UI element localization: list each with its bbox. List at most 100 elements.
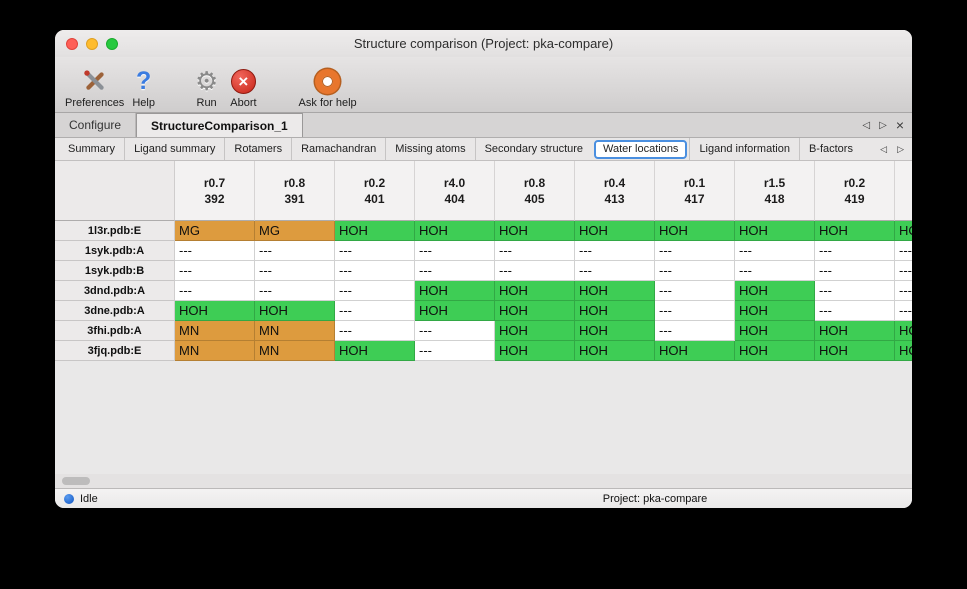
subtab-rotamers[interactable]: Rotamers (224, 138, 291, 160)
table-cell[interactable]: --- (895, 301, 912, 321)
table-cell[interactable]: HOH (495, 301, 575, 321)
table-cell[interactable]: --- (495, 241, 575, 261)
table-cell[interactable]: HOH (495, 321, 575, 341)
table-cell[interactable]: --- (655, 261, 735, 281)
table-cell[interactable]: --- (255, 281, 335, 301)
table-cell[interactable]: --- (815, 281, 895, 301)
table-cell[interactable]: HOH (735, 341, 815, 361)
table-cell[interactable]: --- (335, 321, 415, 341)
table-cell[interactable]: HOH (735, 221, 815, 241)
table-cell[interactable]: HOH (735, 281, 815, 301)
subtab-ligand-summary[interactable]: Ligand summary (124, 138, 224, 160)
table-cell[interactable]: HOH (575, 341, 655, 361)
table-cell[interactable]: --- (655, 241, 735, 261)
table-cell[interactable]: --- (415, 341, 495, 361)
table-cell[interactable]: --- (335, 241, 415, 261)
row-label[interactable]: 1l3r.pdb:E (55, 221, 175, 241)
table-cell[interactable]: HOH (655, 341, 735, 361)
table-cell[interactable]: MN (255, 341, 335, 361)
table-cell[interactable]: HOH (335, 341, 415, 361)
table-cell[interactable]: --- (735, 241, 815, 261)
table-cell[interactable]: HOH (815, 321, 895, 341)
table-cell[interactable]: MG (175, 221, 255, 241)
scrollbar-thumb[interactable] (62, 477, 90, 485)
ask-for-help-button[interactable]: Ask for help (299, 67, 357, 109)
row-label[interactable]: 3fhi.pdb:A (55, 321, 175, 341)
column-header[interactable]: r0.2 401 (335, 161, 415, 221)
tab-prev-icon[interactable]: ◁ (862, 119, 871, 131)
table-cell[interactable]: --- (815, 241, 895, 261)
table-cell[interactable]: --- (415, 321, 495, 341)
tab-next-icon[interactable]: ▷ (879, 119, 887, 131)
table-cell[interactable]: HOH (895, 341, 912, 361)
table-cell[interactable]: --- (895, 261, 912, 281)
column-header[interactable]: r0.1 417 (655, 161, 735, 221)
table-cell[interactable]: HOH (575, 281, 655, 301)
preferences-button[interactable]: Preferences (65, 67, 124, 109)
table-cell[interactable]: HOH (895, 221, 912, 241)
zoom-window-button[interactable] (106, 37, 118, 50)
table-cell[interactable]: --- (895, 281, 912, 301)
tab-close-icon[interactable]: × (895, 117, 904, 133)
row-label[interactable]: 3dnd.pdb:A (55, 281, 175, 301)
column-header[interactable]: r0.8 405 (495, 161, 575, 221)
table-cell[interactable]: HOH (335, 221, 415, 241)
row-label[interactable]: 3fjq.pdb:E (55, 341, 175, 361)
column-header[interactable]: r1.5 418 (735, 161, 815, 221)
column-header[interactable]: r0.2 419 (815, 161, 895, 221)
table-cell[interactable]: MN (255, 321, 335, 341)
table-cell[interactable]: MN (175, 321, 255, 341)
table-cell[interactable]: --- (655, 301, 735, 321)
table-cell[interactable]: --- (655, 321, 735, 341)
table-cell[interactable]: HOH (495, 341, 575, 361)
abort-button[interactable]: × Abort (230, 67, 257, 109)
run-button[interactable]: ⚙ Run (195, 67, 218, 110)
subtab-summary[interactable]: Summary (68, 143, 116, 155)
row-label[interactable]: 1syk.pdb:A (55, 241, 175, 261)
subtab-ligand-information[interactable]: Ligand information (689, 138, 799, 160)
close-window-button[interactable] (66, 37, 78, 50)
table-cell[interactable]: --- (735, 261, 815, 281)
subtab-secondary-structure[interactable]: Secondary structure (474, 138, 592, 160)
table-cell[interactable]: MN (175, 341, 255, 361)
subtab-ramachandran[interactable]: Ramachandran (291, 138, 385, 160)
table-cell[interactable]: --- (175, 261, 255, 281)
table-cell[interactable]: HOH (575, 321, 655, 341)
column-header[interactable]: r0.7 392 (175, 161, 255, 221)
column-header[interactable]: r0.4 413 (575, 161, 655, 221)
table-cell[interactable]: HOH (415, 281, 495, 301)
table-cell[interactable]: HOH (255, 301, 335, 321)
table-cell[interactable]: HOH (575, 301, 655, 321)
table-cell[interactable]: --- (415, 261, 495, 281)
row-label[interactable]: 1syk.pdb:B (55, 261, 175, 281)
table-cell[interactable]: HOH (175, 301, 255, 321)
table-cell[interactable]: --- (815, 261, 895, 281)
table-cell[interactable]: --- (655, 281, 735, 301)
table-cell[interactable]: HOH (495, 221, 575, 241)
table-cell[interactable]: --- (255, 261, 335, 281)
table-cell[interactable]: HOH (415, 221, 495, 241)
table-cell[interactable]: --- (895, 241, 912, 261)
column-header[interactable]: r0.8 391 (255, 161, 335, 221)
subtab-next-icon[interactable]: ▷ (897, 143, 904, 154)
table-cell[interactable]: --- (575, 261, 655, 281)
column-header[interactable]: r4.0 404 (415, 161, 495, 221)
help-button[interactable]: ? Help (132, 67, 155, 109)
table-cell[interactable]: HOH (735, 321, 815, 341)
table-cell[interactable]: HOH (575, 221, 655, 241)
table-cell[interactable]: --- (815, 301, 895, 321)
table-cell[interactable]: --- (335, 281, 415, 301)
minimize-window-button[interactable] (86, 37, 98, 50)
table-cell[interactable]: --- (415, 241, 495, 261)
table-cell[interactable]: --- (335, 301, 415, 321)
table-cell[interactable]: HOH (895, 321, 912, 341)
table-cell[interactable]: HOH (735, 301, 815, 321)
subtab-missing-atoms[interactable]: Missing atoms (385, 138, 474, 160)
horizontal-scrollbar[interactable] (55, 474, 912, 488)
row-label[interactable]: 3dne.pdb:A (55, 301, 175, 321)
table-cell[interactable]: HOH (415, 301, 495, 321)
table-cell[interactable]: HOH (495, 281, 575, 301)
table-cell[interactable]: --- (175, 281, 255, 301)
table-cell[interactable]: --- (175, 241, 255, 261)
tab-structurecomparison-1[interactable]: StructureComparison_1 (136, 113, 303, 137)
